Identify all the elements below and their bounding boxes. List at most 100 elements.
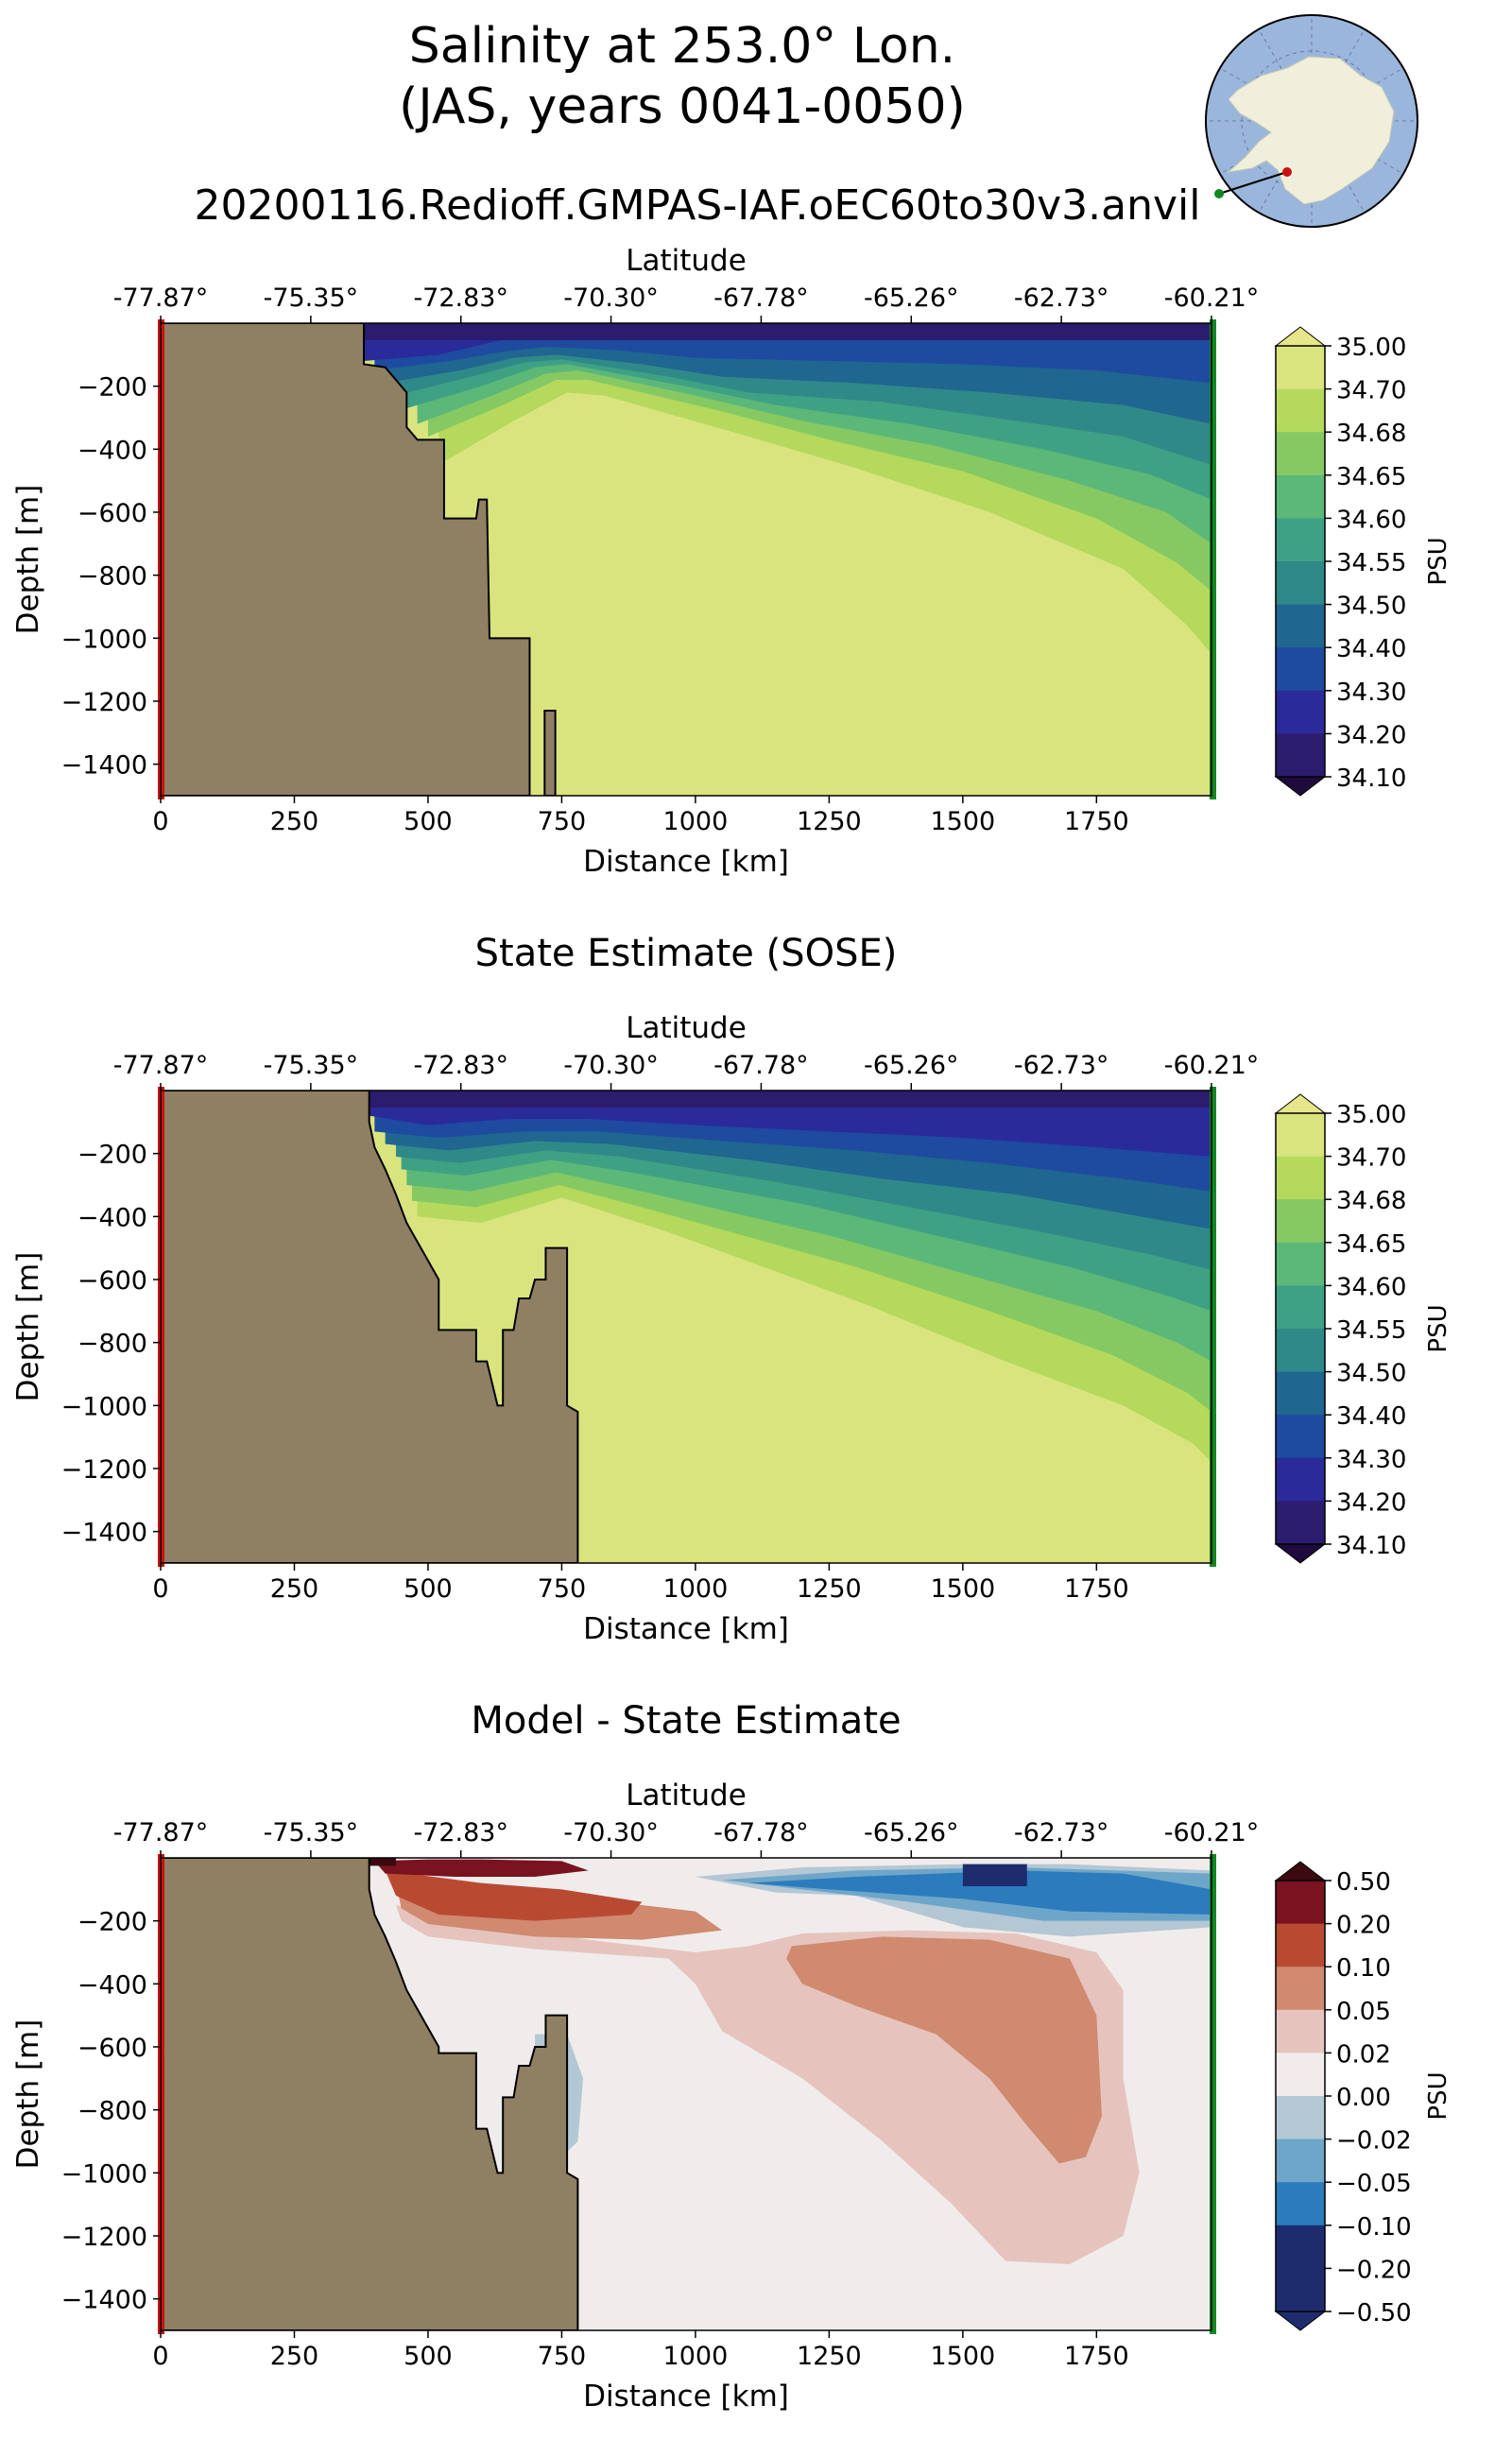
- colorbar-tick-label: −0.50: [1336, 2299, 1412, 2328]
- y-tick-label: −1400: [61, 751, 147, 781]
- colorbar-tick-label: 34.30: [1336, 679, 1406, 707]
- difference-region-0.10: [385, 1870, 643, 1921]
- x-tick-label: 1250: [797, 2342, 862, 2371]
- model-salinity-panel: 0 250 500 750 1000 1250 1500 1750 Distance [km] −…: [11, 244, 1452, 879]
- difference-region-0.05: [786, 1936, 1102, 2164]
- y-tick-label: −1200: [61, 1455, 147, 1485]
- colorbar-segment: [1276, 1371, 1325, 1416]
- x-tick-label: 1000: [663, 807, 729, 836]
- plot-area: [161, 1091, 1211, 1563]
- surface-fresh-band: [364, 1091, 1211, 1108]
- latitude-tick-label: -60.21°: [1164, 1051, 1260, 1080]
- colorbar-segment: [1276, 2053, 1325, 2097]
- colorbar-label: PSU: [1424, 2071, 1452, 2120]
- colorbar-tick-label: 0.20: [1336, 1912, 1391, 1940]
- y-tick-label: −600: [77, 1266, 147, 1296]
- x-tick-label: 500: [404, 807, 453, 836]
- colorbar-segment: [1276, 2182, 1325, 2226]
- latitude-tick-label: -67.78°: [713, 284, 809, 313]
- colorbar-segment: [1276, 1415, 1325, 1459]
- colorbar-segment: [1276, 1501, 1325, 1545]
- panel-title: Model - State Estimate: [471, 1699, 901, 1743]
- colorbar-segment: [1276, 346, 1325, 390]
- x-tick-label: 1500: [930, 2342, 995, 2371]
- x-tick-label: 1250: [797, 807, 862, 836]
- colorbar-tick-label: 34.30: [1336, 1446, 1406, 1474]
- y-tick-label: −800: [77, 1330, 147, 1359]
- surface-fresh-band: [364, 323, 1211, 340]
- colorbar-tick-label: 34.55: [1336, 1316, 1406, 1345]
- latitude-tick-label: -65.26°: [864, 1051, 959, 1080]
- map-section-start-dot: [1282, 167, 1292, 177]
- x-tick-label: 750: [538, 1574, 587, 1604]
- colorbar-segment: [1276, 733, 1325, 778]
- x-tick-label: 0: [152, 1574, 168, 1604]
- colorbar-extend-bottom: [1274, 1543, 1327, 1564]
- colorbar-segment: [1276, 1457, 1325, 1502]
- colorbar-tick-label: 34.40: [1336, 1402, 1406, 1431]
- colorbar-tick-label: −0.02: [1336, 2127, 1412, 2156]
- plot-area: [161, 323, 1211, 796]
- colorbar-tick-label: 34.70: [1336, 377, 1406, 405]
- latitude-axis-label: Latitude: [626, 244, 747, 278]
- difference-region-0.50: [369, 1858, 396, 1866]
- difference-region--0.20: [802, 1873, 1211, 1909]
- latitude-tick-label: -75.35°: [264, 1051, 359, 1080]
- colorbar-segment: [1276, 647, 1325, 692]
- x-tick-label: 500: [404, 1574, 453, 1604]
- y-tick-label: −200: [77, 373, 147, 403]
- colorbar-tick-label: 34.70: [1336, 1144, 1406, 1173]
- x-tick-label: 1750: [1064, 807, 1129, 836]
- colorbar-extend-bottom: [1274, 2311, 1327, 2331]
- run-name: 20200116.Redioff.GMPAS-IAF.oEC60to30v3.a…: [195, 181, 1201, 230]
- x-tick-label: 250: [270, 807, 319, 836]
- colorbar-segment: [1276, 1156, 1325, 1200]
- bathymetry-land: [161, 1091, 579, 1563]
- latitude-tick-label: -67.78°: [713, 1818, 809, 1847]
- colorbar-segment: [1276, 432, 1325, 476]
- x-tick-label: 1500: [930, 1574, 995, 1604]
- latitude-tick-label: -75.35°: [264, 1818, 359, 1847]
- colorbar-tick-label: 34.40: [1336, 635, 1406, 663]
- colorbar-segment: [1276, 474, 1325, 519]
- y-tick-label: −200: [77, 1908, 147, 1937]
- latitude-tick-label: -70.30°: [563, 284, 659, 313]
- y-tick-label: −800: [77, 2097, 147, 2126]
- plot-frame: [160, 1090, 1212, 1564]
- sose-salinity-panel: State Estimate (SOSE) 0 250 500 750 1000 1250 1…: [11, 932, 1452, 1646]
- colorbar-segment: [1276, 1285, 1325, 1330]
- colorbar-tick-label: 34.55: [1336, 549, 1406, 577]
- colorbar-segment: [1276, 2009, 1325, 2053]
- colorbar-tick-label: 0.00: [1336, 2084, 1391, 2112]
- colorbar-tick-label: 34.10: [1336, 1532, 1406, 1560]
- colorbar-tick-label: 0.02: [1336, 2040, 1391, 2069]
- colorbar-tick-label: 0.10: [1336, 1954, 1391, 1983]
- colorbar-extend-top: [1274, 1093, 1327, 1114]
- y-tick-label: −400: [77, 436, 147, 465]
- y-axis-label: Depth [m]: [11, 1252, 45, 1402]
- y-tick-label: −400: [77, 1970, 147, 2000]
- colorbar-segment: [1276, 1242, 1325, 1286]
- seamount: [543, 710, 557, 796]
- x-tick-label: 750: [538, 807, 587, 836]
- x-tick-label: 1750: [1064, 2342, 1129, 2371]
- colorbar-segment: [1276, 690, 1325, 734]
- plot-frame: [160, 1857, 1212, 2331]
- y-tick-label: −1400: [61, 1519, 147, 1548]
- colorbar-extend-top: [1274, 1861, 1327, 1881]
- plot-area: [161, 1858, 1211, 2330]
- x-tick-label: 250: [270, 1574, 319, 1604]
- latitude-tick-label: -72.83°: [413, 1051, 508, 1080]
- latitude-tick-label: -62.73°: [1014, 284, 1109, 313]
- colorbar-segment: [1276, 1113, 1325, 1158]
- map-section-end-dot: [1214, 189, 1224, 198]
- colorbar-segment: [1276, 1923, 1325, 1967]
- y-axis-label: Depth [m]: [11, 2019, 45, 2170]
- x-tick-label: 750: [538, 2342, 587, 2371]
- latitude-tick-label: -77.87°: [113, 1051, 209, 1080]
- x-tick-label: 1000: [663, 2342, 729, 2371]
- figure-title-line1: Salinity at 253.0° Lon.: [409, 18, 955, 75]
- y-tick-label: −400: [77, 1203, 147, 1232]
- colorbar-tick-label: 34.50: [1336, 1360, 1406, 1388]
